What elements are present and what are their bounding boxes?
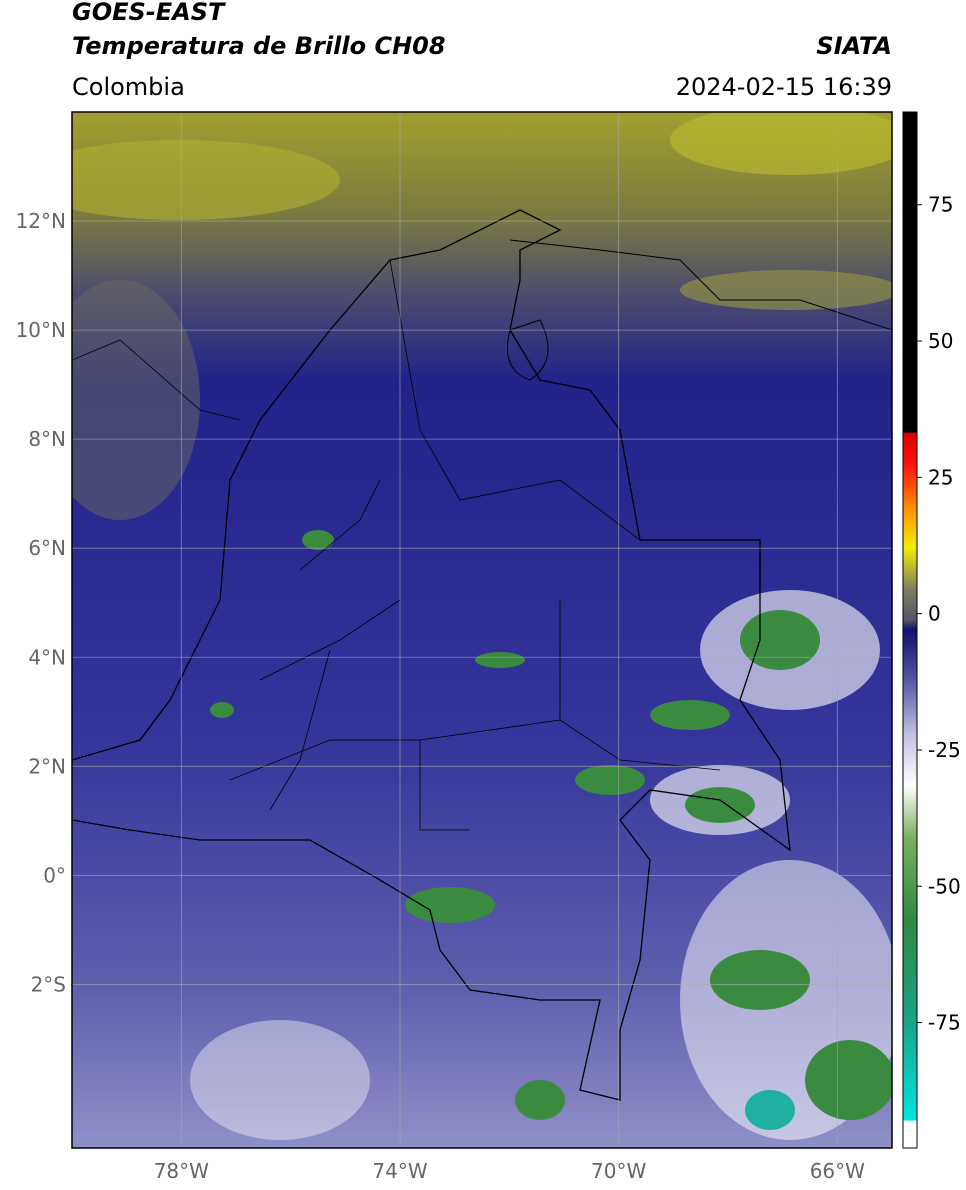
colorbar-tick-label: 25	[928, 465, 953, 489]
lon-tick-label: 74°W	[372, 1159, 427, 1183]
organization: SIATA	[816, 32, 892, 60]
datetime: 2024-02-15 16:39	[676, 73, 892, 101]
colorbar-tick-label: 75	[928, 193, 953, 217]
satellite-image	[72, 112, 892, 1148]
lat-tick-label: 12°N	[16, 209, 66, 233]
lat-tick-label: 2°N	[28, 754, 66, 778]
subtitle: Temperatura de Brillo CH08	[72, 32, 446, 60]
lon-tick-label: 78°W	[154, 1159, 209, 1183]
lat-tick-label: 2°S	[31, 972, 66, 996]
colorbar-tick-label: -75	[928, 1011, 961, 1035]
lat-tick-label: 8°N	[28, 427, 66, 451]
lat-tick-label: 10°N	[16, 318, 66, 342]
colorbar-tick-label: -50	[928, 874, 961, 898]
colorbar	[902, 111, 918, 1149]
lat-tick-label: 4°N	[28, 645, 66, 669]
map-frame	[71, 111, 893, 1149]
title: GOES-EAST	[72, 0, 226, 26]
lat-tick-label: 6°N	[28, 536, 66, 560]
lon-tick-label: 66°W	[810, 1159, 865, 1183]
lon-tick-label: 70°W	[591, 1159, 646, 1183]
colorbar-tick-label: -25	[928, 738, 961, 762]
lat-tick-label: 0°	[43, 863, 66, 887]
colorbar-tick-label: 0	[928, 602, 941, 626]
region: Colombia	[72, 73, 185, 101]
colorbar-tick-label: 50	[928, 329, 953, 353]
